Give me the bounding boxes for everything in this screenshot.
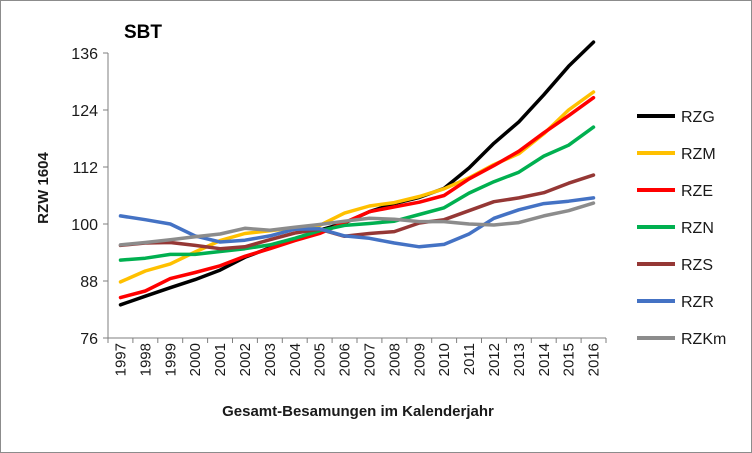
x-tick-label: 2015 xyxy=(561,343,578,376)
x-axis-title: Gesamt-Besamungen im Kalenderjahr xyxy=(222,403,494,420)
x-tick-label: 2014 xyxy=(536,343,553,376)
y-tick-label: 136 xyxy=(71,46,98,63)
series-line-rzs xyxy=(118,173,596,251)
y-tick-label: 76 xyxy=(80,331,98,348)
x-tick-label: 2016 xyxy=(586,343,603,376)
y-tick-label: 100 xyxy=(71,217,98,234)
y-tick-label: 124 xyxy=(71,103,98,120)
x-tick-label: 2012 xyxy=(486,343,503,376)
x-tick-label: 2009 xyxy=(411,343,428,376)
x-tick-label: 2013 xyxy=(511,343,528,376)
legend: RZG RZM RZE RZN RZS RZR RZKm xyxy=(637,109,726,348)
x-tick-label: 2004 xyxy=(287,343,304,376)
y-tick-label: 112 xyxy=(72,160,98,177)
x-tick-label: 2000 xyxy=(187,343,204,376)
x-tick-label: 2003 xyxy=(262,343,279,376)
x-tick-label: 2007 xyxy=(361,343,378,376)
x-axis-ticks: 1997 1998 1999 2000 2001 2002 2003 2004 2005 2006… xyxy=(107,338,607,376)
legend-label-rzm: RZM xyxy=(681,146,716,163)
y-axis-ticks: 76 88 100 112 124 136 xyxy=(71,46,108,348)
x-tick-label: 2010 xyxy=(436,343,453,376)
x-tick-label: 2006 xyxy=(337,343,354,376)
x-tick-label: 2002 xyxy=(237,343,254,376)
legend-label-rzs: RZS xyxy=(681,257,713,274)
y-axis-title: RZW 1604 xyxy=(35,152,52,224)
x-tick-label: 2005 xyxy=(312,343,329,376)
chart-title: SBT xyxy=(124,22,162,43)
series-line-rzkm xyxy=(118,201,596,247)
x-tick-label: 2001 xyxy=(212,343,229,376)
x-tick-label: 2008 xyxy=(386,343,403,376)
series-line-rze xyxy=(118,95,596,300)
x-tick-label: 1999 xyxy=(162,343,179,376)
x-tick-label: 2011 xyxy=(461,343,478,375)
legend-label-rzg: RZG xyxy=(681,109,715,126)
legend-label-rze: RZE xyxy=(681,183,713,200)
x-tick-label: 1997 xyxy=(112,343,129,376)
series-line-rzn xyxy=(118,125,596,262)
legend-label-rzn: RZN xyxy=(681,220,714,237)
legend-label-rzkm: RZKm xyxy=(681,331,726,348)
series-line-rzg xyxy=(118,40,596,307)
y-tick-label: 88 xyxy=(80,274,98,291)
legend-label-rzr: RZR xyxy=(681,294,714,311)
x-tick-label: 1998 xyxy=(137,343,154,376)
series-lines xyxy=(118,40,596,307)
